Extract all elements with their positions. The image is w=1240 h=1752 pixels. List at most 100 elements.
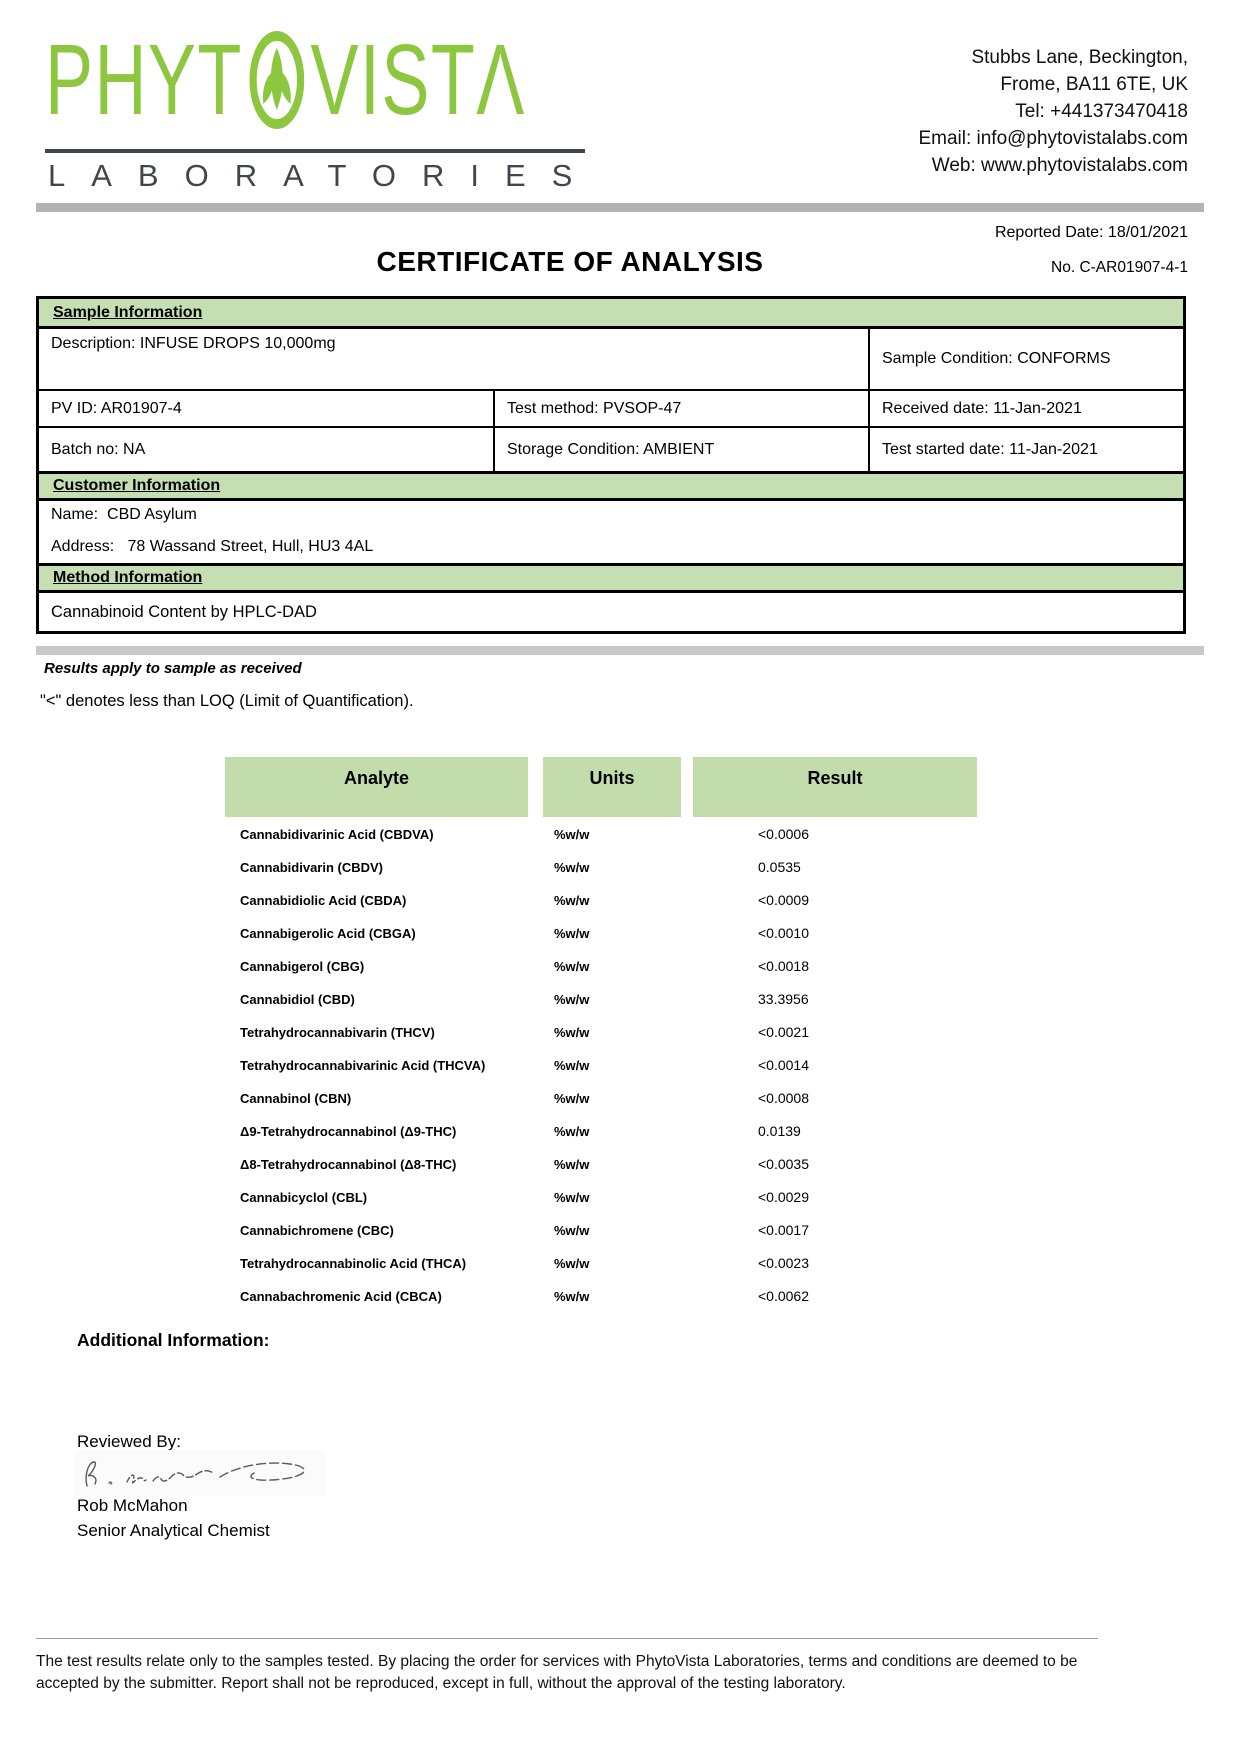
table-row: Δ9-Tetrahydrocannabinol (Δ9-THC) %w/w 0.01… [0, 1115, 1240, 1148]
column-header-analyte: Analyte [225, 757, 528, 817]
analyte-units: %w/w [554, 827, 590, 842]
analyte-result: <0.0029 [758, 1189, 809, 1205]
customer-name-line: Name: CBD Asylum [51, 506, 1173, 524]
analyte-name: Cannabicyclol (CBL) [240, 1190, 368, 1205]
phytovista-logo: PHYT VISTΛ [45, 30, 713, 130]
column-header-units: Units [543, 757, 681, 817]
analyte-units: %w/w [554, 1223, 590, 1238]
test-started-date: Test started date: 11-Jan-2021 [868, 428, 1183, 471]
analyte-result: <0.0009 [758, 892, 809, 908]
contact-web: Web: www.phytovistalabs.com [931, 155, 1188, 176]
signature-scribble [75, 1450, 325, 1496]
analyte-name: Cannabidiolic Acid (CBDA) [240, 893, 407, 908]
results-note-sample-as-received: Results apply to sample as received [44, 660, 302, 677]
table-row: Cannabidivarin (CBDV) %w/w 0.0535 [0, 851, 1240, 884]
reported-date: Reported Date: 18/01/2021 [994, 224, 1188, 241]
analyte-name: Cannabigerol (CBG) [240, 959, 365, 974]
table-row: Cannabidivarinic Acid (CBDVA) %w/w <0.0006 [0, 818, 1240, 851]
analyte-units: %w/w [554, 1091, 590, 1106]
analyte-name: Cannabinol (CBN) [240, 1091, 352, 1106]
customer-name: CBD Asylum [107, 506, 197, 523]
analyte-result: <0.0021 [758, 1024, 809, 1040]
section-header-sample-information: Sample Information [39, 299, 1183, 329]
analyte-name: Tetrahydrocannabinolic Acid (THCA) [240, 1256, 467, 1271]
section-header-customer-information: Customer Information [39, 471, 1183, 501]
contact-address-line-1: Stubbs Lane, Beckington, [971, 47, 1188, 68]
sample-description: Description: INFUSE DROPS 10,000mg [51, 335, 336, 352]
additional-information-label: Additional Information: [77, 1330, 270, 1350]
logo-text-left: PHYT [45, 24, 243, 136]
batch-row: Batch no: NA Storage Condition: AMBIENT … [39, 428, 1183, 471]
analyte-result: <0.0035 [758, 1156, 809, 1172]
method-description: Cannabinoid Content by HPLC-DAD [51, 602, 317, 621]
table-row: Cannabinol (CBN) %w/w <0.0008 [0, 1082, 1240, 1115]
table-row: Cannabachromenic Acid (CBCA) %w/w <0.0062 [0, 1280, 1240, 1313]
table-row: Tetrahydrocannabivarinic Acid (THCVA) %w/… [0, 1049, 1240, 1082]
contact-phone: Tel: +441373470418 [1015, 101, 1188, 122]
header-divider-bar [36, 203, 1204, 212]
analyte-units: %w/w [554, 1058, 590, 1073]
analyte-result: 0.0535 [758, 859, 801, 875]
section-divider-bar [36, 646, 1204, 655]
description-row: Description: INFUSE DROPS 10,000mg Sampl… [39, 329, 1183, 391]
analyte-name: Tetrahydrocannabivarin (THCV) [240, 1025, 435, 1040]
table-row: Cannabichromene (CBC) %w/w <0.0017 [0, 1214, 1240, 1247]
analyte-units: %w/w [554, 992, 590, 1007]
analyte-result: <0.0008 [758, 1090, 809, 1106]
table-row: Cannabidiol (CBD) %w/w 33.3956 [0, 983, 1240, 1016]
results-note-loq: "<" denotes less than LOQ (Limit of Quan… [40, 692, 414, 710]
pv-id-row: PV ID: AR01907-4 Test method: PVSOP-47 R… [39, 391, 1183, 428]
analyte-units: %w/w [554, 1190, 590, 1205]
analyte-name: Tetrahydrocannabivarinic Acid (THCVA) [240, 1058, 486, 1073]
logo-text-right: VISTΛ [310, 24, 526, 136]
report-number: No. C-AR01907-4-1 [1051, 259, 1188, 276]
laboratories-subtitle: LABORATORIES [48, 158, 599, 193]
analyte-name: Δ8-Tetrahydrocannabinol (Δ8-THC) [240, 1157, 457, 1172]
analyte-result: <0.0023 [758, 1255, 809, 1271]
received-date: Received date: 11-Jan-2021 [868, 391, 1183, 426]
analyte-units: %w/w [554, 893, 590, 908]
pv-id: PV ID: AR01907-4 [51, 399, 182, 417]
logo-divider [45, 149, 585, 153]
customer-name-label: Name: [51, 506, 99, 523]
analyte-result: 33.3956 [758, 991, 809, 1007]
analyte-result: <0.0062 [758, 1288, 809, 1304]
analyte-name: Cannabigerolic Acid (CBGA) [240, 926, 416, 941]
analyte-name: Cannabichromene (CBC) [240, 1223, 394, 1238]
analyte-result: <0.0006 [758, 826, 809, 842]
page-title: CERTIFICATE OF ANALYSIS [376, 246, 764, 277]
table-row: Tetrahydrocannabinolic Acid (THCA) %w/w <0… [0, 1247, 1240, 1280]
reviewer-title: Senior Analytical Chemist [77, 1521, 270, 1540]
analyte-result: <0.0010 [758, 925, 809, 941]
analyte-units: %w/w [554, 1157, 590, 1172]
results-rows: Cannabidivarinic Acid (CBDVA) %w/w <0.0006… [0, 818, 1240, 1313]
analyte-units: %w/w [554, 1124, 590, 1139]
analyte-units: %w/w [554, 1025, 590, 1040]
analyte-name: Cannabachromenic Acid (CBCA) [240, 1289, 442, 1304]
sample-condition: Sample Condition: CONFORMS [868, 329, 1183, 389]
section-header-method-information: Method Information [39, 563, 1183, 593]
batch-no: Batch no: NA [51, 440, 146, 458]
test-method: Test method: PVSOP-47 [493, 391, 868, 426]
reviewer-name: Rob McMahon [77, 1496, 188, 1515]
analyte-result: <0.0014 [758, 1057, 809, 1073]
analyte-units: %w/w [554, 1289, 590, 1304]
analyte-result: <0.0018 [758, 958, 809, 974]
analyte-name: Cannabidivarin (CBDV) [240, 860, 384, 875]
table-row: Cannabidiolic Acid (CBDA) %w/w <0.0009 [0, 884, 1240, 917]
table-row: Δ8-Tetrahydrocannabinol (Δ8-THC) %w/w <0.0… [0, 1148, 1240, 1181]
contact-email: Email: info@phytovistalabs.com [918, 128, 1188, 149]
analyte-units: %w/w [554, 1256, 590, 1271]
table-row: Tetrahydrocannabivarin (THCV) %w/w <0.0021 [0, 1016, 1240, 1049]
footer-disclaimer: The test results relate only to the samp… [36, 1638, 1098, 1695]
analyte-units: %w/w [554, 926, 590, 941]
analyte-units: %w/w [554, 860, 590, 875]
customer-address-line: Address: 78 Wassand Street, Hull, HU3 4A… [51, 538, 1173, 556]
sample-info-table: Sample Information Description: INFUSE D… [36, 296, 1186, 634]
analyte-name: Δ9-Tetrahydrocannabinol (Δ9-THC) [240, 1124, 457, 1139]
analyte-result: 0.0139 [758, 1123, 801, 1139]
column-header-result: Result [693, 757, 977, 817]
signature-icon [85, 1461, 305, 1487]
table-row: Cannabigerol (CBG) %w/w <0.0018 [0, 950, 1240, 983]
customer-address-label: Address: [51, 538, 115, 555]
